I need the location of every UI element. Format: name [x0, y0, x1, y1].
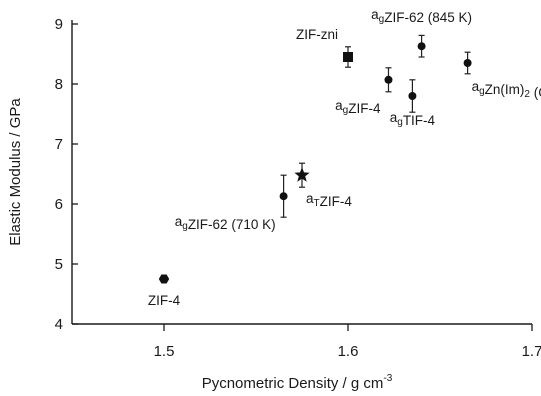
y-tick-label: 5: [55, 256, 63, 273]
point-label-text: a: [175, 214, 183, 229]
x-tick-label: 1.5: [154, 343, 175, 360]
x-tick-label: 1.6: [338, 343, 359, 360]
point-label-text: ZIF-4: [320, 194, 353, 209]
x-axis-title-text: Pycnometric Density / g cm: [202, 375, 384, 392]
point-label: aTZIF-4: [306, 191, 352, 209]
point-label-subscript: g: [479, 86, 485, 97]
data-point-circle: [463, 59, 472, 67]
point-label-subscript: g: [343, 105, 349, 116]
point-label-text: a: [306, 191, 314, 206]
point-label: agZn(Im)2 (GIS): [472, 79, 541, 100]
axes: 4 5 6 7 8 9 1.5 1.6 1.7: [55, 16, 541, 360]
data-point-circle: [279, 192, 288, 201]
data-point-circle: [384, 75, 393, 84]
point-label-text: a: [390, 110, 398, 125]
y-tick-label: 8: [55, 76, 63, 93]
data-points: [158, 34, 472, 284]
point-label-subscript: T: [314, 198, 320, 209]
point-label-text: a: [335, 98, 343, 113]
point-label: agZIF-4: [335, 98, 381, 116]
point-label: ZIF-4: [148, 293, 181, 308]
point-label-text: ZIF-62 (710 K): [188, 217, 276, 232]
x-tick-label: 1.7: [522, 343, 541, 360]
point-label-text: ZIF-62 (845 K): [384, 10, 472, 25]
point-label-subscript: g: [397, 117, 403, 128]
point-label: agZIF-62 (845 K): [371, 7, 472, 25]
y-tick-label: 6: [55, 196, 63, 213]
data-point-star: [294, 167, 310, 182]
data-point-circle: [417, 42, 426, 51]
point-label-text: (GIS): [530, 85, 541, 100]
point-label: ZIF-zni: [296, 27, 338, 42]
y-tick-label: 7: [55, 136, 63, 153]
x-axis-title: Pycnometric Density / g cm-3: [202, 373, 393, 392]
point-label-text: ZIF-zni: [296, 27, 338, 42]
point-label-text: ZIF-4: [348, 101, 381, 116]
y-axis-title: Elastic Modulus / GPa: [7, 98, 24, 246]
point-label-text: Zn(Im): [485, 82, 525, 97]
point-label-subscript: g: [379, 14, 385, 25]
point-label-text: a: [371, 7, 379, 22]
point-label: agZIF-62 (710 K): [175, 214, 276, 232]
point-label-subscript: 2: [524, 89, 530, 100]
x-axis-title-exponent: -3: [383, 373, 392, 384]
data-point-hexagon: [158, 274, 170, 284]
point-label: agTIF-4: [390, 110, 436, 128]
data-point-square: [343, 52, 353, 62]
point-label-text: ZIF-4: [148, 293, 181, 308]
y-tick-label: 4: [55, 316, 63, 333]
point-label-text: TIF-4: [403, 113, 436, 128]
y-tick-label: 9: [55, 16, 63, 33]
data-point-circle: [408, 92, 417, 100]
point-label-subscript: g: [182, 221, 188, 232]
point-label-text: a: [472, 79, 480, 94]
